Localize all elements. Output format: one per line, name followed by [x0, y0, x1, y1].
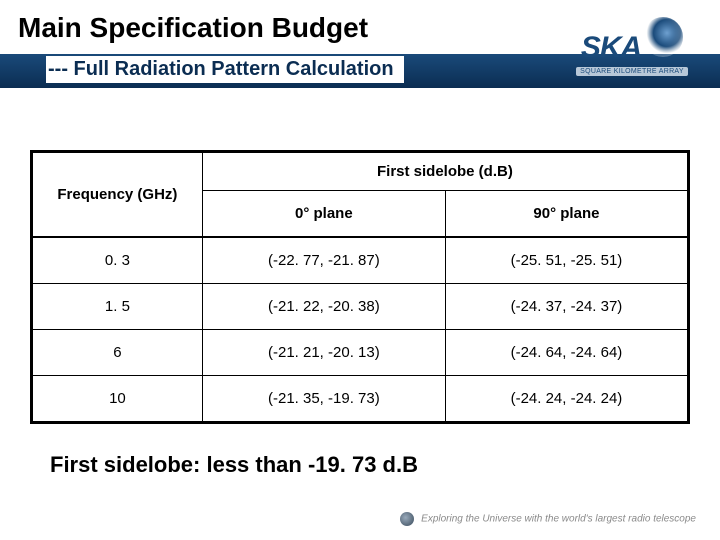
summary-text: First sidelobe: less than -19. 73 d.B — [50, 452, 720, 478]
sidelobe-table: Frequency (GHz) First sidelobe (d.B) 0° … — [30, 150, 690, 424]
col-header-plane-0: 0° plane — [202, 191, 445, 238]
logo-subtext: SQUARE KILOMETRE ARRAY — [576, 67, 688, 76]
sidelobe-table-container: Frequency (GHz) First sidelobe (d.B) 0° … — [30, 150, 690, 424]
slide-header: Main Specification Budget --- Full Radia… — [0, 0, 720, 110]
footer-tagline: Exploring the Universe with the world's … — [400, 512, 696, 526]
globe-swirl-icon — [643, 17, 683, 57]
cell-freq: 0. 3 — [32, 237, 203, 284]
ska-logo: SKA SQUARE KILOMETRE ARRAY — [562, 10, 702, 82]
cell-plane90: (-24. 24, -24. 24) — [445, 376, 688, 423]
col-header-plane-90: 90° plane — [445, 191, 688, 238]
cell-plane0: (-21. 35, -19. 73) — [202, 376, 445, 423]
logo-text: SKA — [581, 31, 641, 65]
table-row: 0. 3 (-22. 77, -21. 87) (-25. 51, -25. 5… — [32, 237, 689, 284]
table-row: 6 (-21. 21, -20. 13) (-24. 64, -24. 64) — [32, 330, 689, 376]
cell-plane0: (-21. 22, -20. 38) — [202, 284, 445, 330]
page-title: Main Specification Budget — [18, 12, 368, 44]
cell-plane90: (-24. 37, -24. 37) — [445, 284, 688, 330]
cell-plane0: (-22. 77, -21. 87) — [202, 237, 445, 284]
cell-freq: 1. 5 — [32, 284, 203, 330]
table-row: 10 (-21. 35, -19. 73) (-24. 24, -24. 24) — [32, 376, 689, 423]
globe-icon — [400, 512, 414, 526]
cell-freq: 6 — [32, 330, 203, 376]
footer-text: Exploring the Universe with the world's … — [421, 514, 696, 525]
col-header-sidelobe-group: First sidelobe (d.B) — [202, 152, 688, 191]
page-subtitle: --- Full Radiation Pattern Calculation — [46, 56, 404, 83]
cell-freq: 10 — [32, 376, 203, 423]
cell-plane90: (-25. 51, -25. 51) — [445, 237, 688, 284]
cell-plane0: (-21. 21, -20. 13) — [202, 330, 445, 376]
col-header-frequency: Frequency (GHz) — [32, 152, 203, 238]
table-row: 1. 5 (-21. 22, -20. 38) (-24. 37, -24. 3… — [32, 284, 689, 330]
cell-plane90: (-24. 64, -24. 64) — [445, 330, 688, 376]
